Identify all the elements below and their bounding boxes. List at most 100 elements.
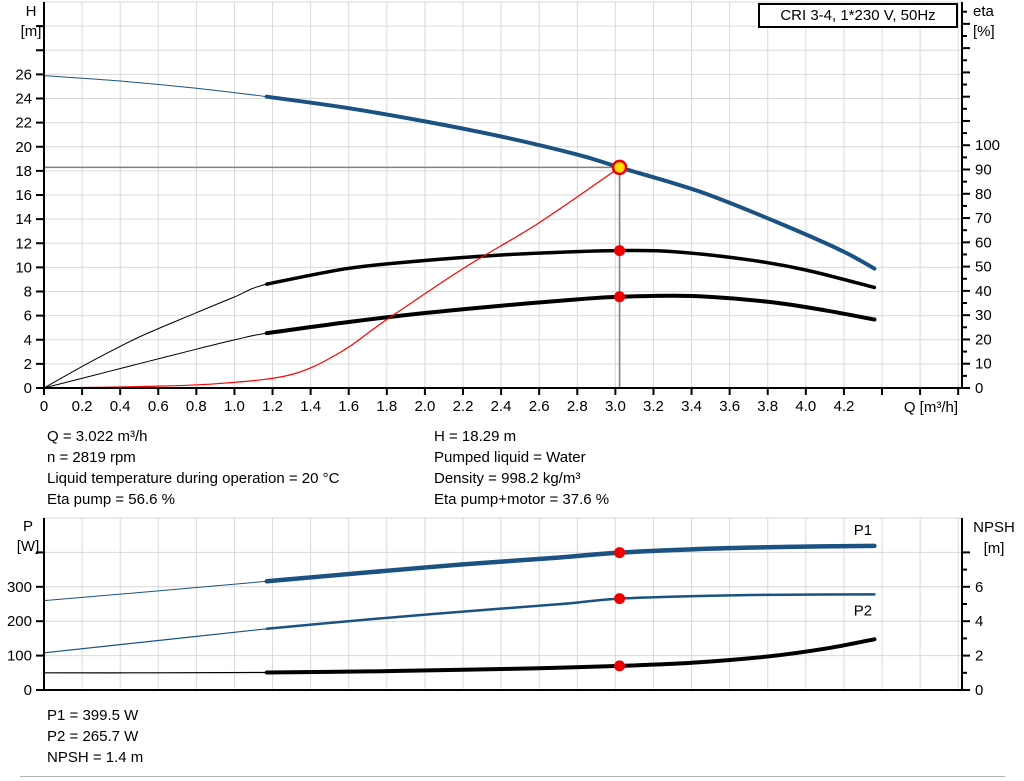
x-tick-label: 2.4	[491, 398, 512, 415]
y-right-tick-label: 50	[975, 259, 992, 276]
head-curve	[43, 75, 877, 271]
info-line-npsh: NPSH = 1.4 m	[47, 749, 144, 766]
y-right-tick-label: 80	[975, 186, 992, 203]
axes	[43, 518, 963, 691]
info-line-p1: P1 = 399.5 W	[47, 707, 139, 724]
y-left-tick-label: 6	[24, 308, 32, 325]
y-right-tick-label: 0	[975, 682, 983, 699]
x-tick-label: 2.2	[453, 398, 474, 415]
y-left-tick-label: 26	[15, 66, 32, 83]
y-left-tick-label: 100	[7, 648, 32, 665]
x-axis-label: Q [m³/h]	[904, 399, 958, 416]
p1-curve	[43, 543, 877, 602]
gridlines	[44, 1, 962, 388]
y-left-tick-label: 0	[24, 380, 32, 397]
y-left-tick-label: 10	[15, 259, 32, 276]
y-right-ticks: 0 2 4 6	[962, 551, 983, 699]
eta-pump-curve	[43, 248, 877, 389]
series-label-p1: P1	[854, 522, 872, 539]
y-left-tick-label: 22	[15, 115, 32, 132]
y-left-tick-label: 12	[15, 235, 32, 252]
eta-pump-motor-curve	[43, 293, 877, 389]
y-left-tick-label: 4	[24, 332, 32, 349]
y-right-tick-label: 30	[975, 307, 992, 324]
series-label-p2: P2	[854, 602, 872, 619]
y-right-tick-label: 40	[975, 283, 992, 300]
info-line-speed: n = 2819 rpm	[47, 449, 136, 466]
y-left-tick-label: 300	[7, 579, 32, 596]
info-line-liquid: Pumped liquid = Water	[434, 449, 586, 466]
y-left-tick-label: 16	[15, 187, 32, 204]
y-right-tick-label: 4	[975, 613, 983, 630]
y-right-ticks: 0 10 20 30 40 50 60 70 80 90 100	[962, 10, 1000, 397]
x-tick-label: 2.6	[529, 398, 550, 415]
x-tick-label: 1.6	[338, 398, 359, 415]
y-right-axis-label: NPSH	[973, 519, 1015, 536]
info-line-temp: Liquid temperature during operation = 20…	[47, 470, 340, 487]
y-left-tick-label: 14	[15, 211, 32, 228]
eta-pump-motor-point	[614, 291, 626, 303]
x-tick-label: 0.2	[72, 398, 93, 415]
y-right-tick-label: 60	[975, 234, 992, 251]
x-tick-label: 3.4	[681, 398, 702, 415]
x-axis-ticks: 0 0.2 0.4 0.6 0.8 1.0 1.2 1.4 1.6 1.8 2.0 2.2 2.4 2.6…	[40, 388, 960, 415]
y-left-axis-label: [m]	[21, 23, 42, 40]
bottom-separator	[20, 776, 1005, 777]
info-line-eta-pm: Eta pump+motor = 37.6 %	[434, 491, 610, 508]
y-left-tick-label: 24	[15, 91, 32, 108]
info-line-flow: Q = 3.022 m³/h	[47, 428, 148, 445]
y-left-ticks: 0 100 200 300	[7, 551, 44, 699]
x-tick-label: 4.2	[833, 398, 854, 415]
info-line-density: Density = 998.2 kg/m³	[434, 470, 581, 487]
p2-point	[614, 593, 626, 605]
duty-markers	[611, 159, 628, 303]
x-tick-label: 1.8	[376, 398, 397, 415]
p2-curve	[43, 593, 876, 654]
duty-crosshair	[44, 166, 621, 388]
y-left-tick-label: 0	[24, 682, 32, 699]
x-tick-label: 0.8	[186, 398, 207, 415]
gridlines	[44, 517, 962, 690]
y-left-tick-label: 8	[24, 284, 32, 301]
y-left-tick-label: 200	[7, 613, 32, 630]
duty-point[interactable]	[611, 159, 628, 176]
y-right-tick-label: 70	[975, 210, 992, 227]
chart-head-eta: 0 0.2 0.4 0.6 0.8 1.0 1.2 1.4 1.6 1.8 2.0 2.2 2.4 2.6…	[15, 1, 1000, 416]
duty-eta-curve	[43, 166, 621, 389]
y-right-tick-label: 0	[975, 380, 983, 397]
y-right-tick-label: 6	[975, 579, 983, 596]
x-tick-label: 0	[40, 398, 48, 415]
eta-pump-point	[614, 245, 626, 257]
x-tick-label: 1.4	[300, 398, 321, 415]
duty-info-right: H = 18.29 m Pumped liquid = Water Densit…	[434, 426, 609, 510]
x-tick-label: 2.8	[567, 398, 588, 415]
y-left-tick-label: 20	[15, 139, 32, 156]
x-tick-label: 3.8	[757, 398, 778, 415]
duty-info-left: Q = 3.022 m³/h n = 2819 rpm Liquid tempe…	[47, 426, 339, 510]
y-left-axis-label: H	[26, 3, 37, 20]
y-right-tick-label: 20	[975, 331, 992, 348]
y-left-tick-label: 18	[15, 163, 32, 180]
y-right-tick-label: 100	[975, 137, 1000, 154]
x-tick-label: 0.6	[148, 398, 169, 415]
y-right-axis-label: eta	[973, 3, 995, 20]
x-tick-label: 3.2	[643, 398, 664, 415]
x-tick-label: 2.0	[414, 398, 435, 415]
y-left-axis-label: [W]	[17, 538, 40, 555]
x-tick-label: 3.0	[605, 398, 626, 415]
y-left-tick-label: 2	[24, 356, 32, 373]
x-tick-label: 3.6	[719, 398, 740, 415]
p1-point	[614, 547, 626, 559]
x-tick-label: 0.4	[110, 398, 131, 415]
y-right-tick-label: 10	[975, 356, 992, 373]
info-line-p2: P2 = 265.7 W	[47, 728, 139, 745]
y-right-axis-label: [%]	[973, 23, 995, 40]
y-right-axis-label: [m]	[984, 540, 1005, 557]
npsh-curve	[43, 637, 877, 675]
duty-markers	[614, 547, 626, 672]
npsh-point	[614, 660, 626, 672]
x-tick-label: 1.2	[262, 398, 283, 415]
